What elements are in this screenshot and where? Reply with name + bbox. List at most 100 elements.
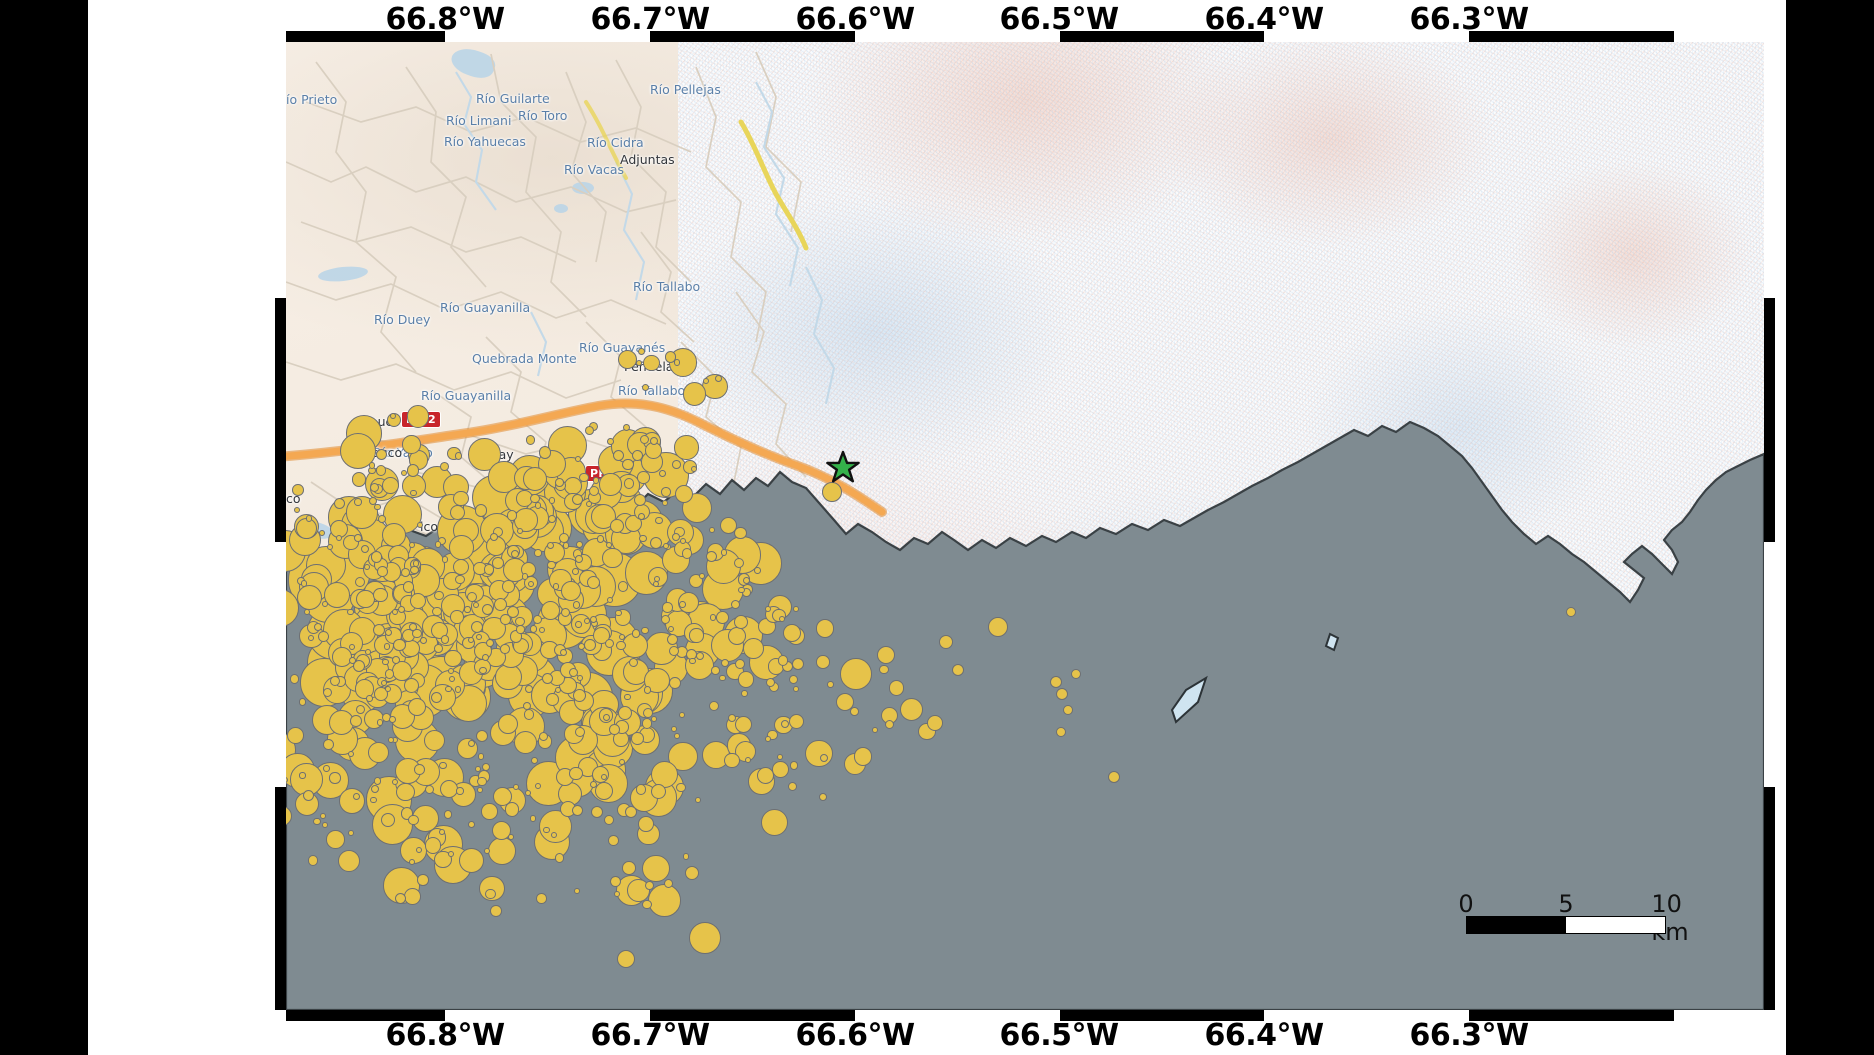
aftershock-circle — [555, 853, 565, 863]
scale-bar: 0 5 10 km — [1458, 890, 1688, 946]
aftershock-circle — [296, 585, 322, 611]
aftershock-circle — [354, 678, 375, 699]
aftershock-circle — [472, 602, 480, 609]
aftershock-circle — [727, 713, 737, 723]
aftershock-circle — [719, 675, 726, 682]
aftershock-circle — [370, 550, 383, 563]
aftershock-circle — [549, 497, 556, 504]
aftershock-circle — [650, 716, 657, 723]
aftershock-circle — [619, 633, 626, 640]
frame-left-bar — [275, 31, 286, 1021]
aftershock-circle — [355, 577, 366, 588]
map-frame: ío Prieto Río Guilarte Río Limani Río To… — [275, 31, 1775, 1021]
aftershock-circle — [604, 639, 614, 649]
aftershock-circle — [517, 527, 524, 534]
aftershock-circle — [552, 583, 560, 590]
aftershock-circle — [471, 620, 484, 634]
aftershock-circle — [789, 713, 805, 729]
aftershock-circle — [572, 568, 579, 575]
frame-seg — [275, 31, 286, 52]
aftershock-circle — [354, 533, 362, 542]
frame-seg — [445, 1010, 650, 1021]
aftershock-circle — [317, 630, 329, 642]
frame-seg — [1764, 1010, 1775, 1021]
aftershock-circle — [625, 805, 638, 818]
aftershock-circle — [661, 500, 668, 507]
aftershock-circle — [644, 686, 652, 694]
aftershock-circle — [776, 753, 783, 760]
aftershock-circle — [476, 633, 483, 641]
aftershock-circle — [402, 435, 421, 454]
map-label: Río Guayanilla — [421, 388, 512, 403]
aftershock-circle — [679, 601, 686, 608]
aftershock-circle — [571, 493, 584, 506]
aftershock-circle — [649, 536, 662, 550]
aftershock-circle — [741, 690, 748, 698]
aftershock-circle — [530, 625, 538, 633]
aftershock-circle — [708, 526, 715, 533]
epicenter-star-icon[interactable] — [826, 450, 860, 484]
aftershock-circle — [596, 535, 605, 543]
aftershock-circle — [662, 602, 673, 613]
aftershock-circle — [734, 526, 747, 539]
aftershock-circle — [721, 549, 728, 556]
aftershock-circle — [696, 651, 705, 661]
aftershock-circle — [651, 760, 679, 788]
aftershock-circle — [777, 655, 789, 666]
aftershock-circle — [550, 832, 557, 839]
aftershock-circle — [445, 686, 452, 693]
aftershock-circle — [624, 694, 631, 701]
aftershock-circle — [652, 580, 659, 587]
map-label: Río Guilarte — [476, 91, 550, 106]
aftershock-circle — [375, 448, 388, 461]
aftershock-circle — [382, 658, 389, 666]
aftershock-circle — [609, 724, 621, 736]
aftershock-circle — [434, 541, 442, 548]
aftershock-circle — [835, 692, 855, 711]
aftershock-circle — [452, 558, 469, 576]
aftershock-circle — [430, 621, 449, 640]
aftershock-circle — [381, 477, 399, 495]
aftershock-circle — [735, 658, 746, 669]
aftershock-circle — [439, 829, 446, 836]
aftershock-circle — [481, 653, 489, 661]
aftershock-circle — [406, 464, 419, 477]
aftershock-circle — [329, 675, 341, 687]
aftershock-circle — [338, 787, 365, 815]
aftershock-circle — [635, 360, 642, 367]
y-tick-right-0: 18.2°N — [1825, 34, 1874, 70]
map-label: Río Tallabo — [633, 279, 701, 294]
aftershock-circle — [682, 382, 707, 406]
aftershock-circle — [403, 677, 420, 694]
aftershock-circle — [530, 756, 538, 764]
aftershock-circle — [468, 740, 476, 747]
aftershock-circle — [476, 730, 489, 743]
aftershock-circle — [615, 640, 626, 651]
aftershock-circle — [627, 879, 650, 902]
aftershock-circle — [534, 549, 542, 557]
aftershock-circle — [483, 848, 490, 855]
aftershock-circle — [633, 494, 646, 507]
aftershock-circle — [761, 809, 789, 837]
aftershock-circle — [456, 737, 478, 759]
map-plot-area[interactable]: ío Prieto Río Guilarte Río Limani Río To… — [286, 42, 1764, 1010]
aftershock-circle — [709, 614, 716, 621]
aftershock-circle — [368, 496, 377, 506]
aftershock-circle — [583, 617, 591, 625]
aftershock-circle — [350, 715, 362, 727]
aftershock-circle — [638, 347, 646, 356]
aftershock-circle — [525, 790, 532, 797]
aftershock-circle — [356, 589, 375, 609]
aftershock-circle — [467, 637, 474, 644]
aftershock-circle — [514, 731, 538, 755]
map-label: Río Vacas — [564, 162, 625, 177]
aftershock-circle — [939, 635, 953, 649]
aftershock-circle — [884, 719, 895, 730]
aftershock-circle — [648, 884, 681, 917]
aftershock-circle — [434, 590, 444, 601]
aftershock-circle — [584, 639, 596, 651]
scale-bar-graphic — [1466, 916, 1666, 934]
aftershock-circle — [384, 668, 395, 679]
aftershock-circle — [606, 438, 614, 446]
